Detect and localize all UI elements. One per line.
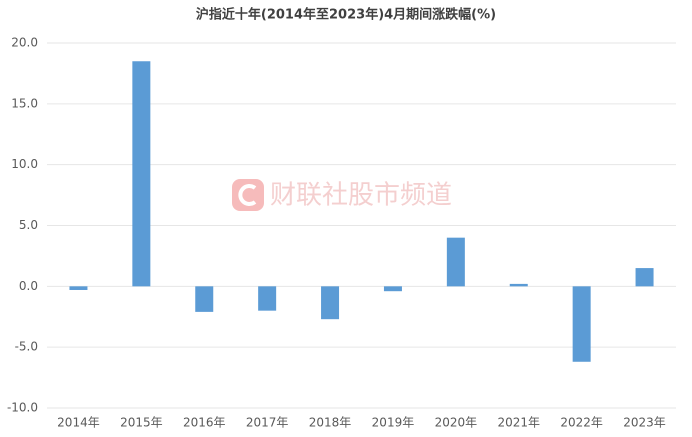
bar [383,286,402,292]
watermark: 财联社股市频道 [270,181,452,211]
x-tick-label: 2021年 [497,416,540,430]
x-tick-label: 2023年 [623,416,666,430]
x-tick-label: 2017年 [246,416,289,430]
x-tick-label: 2020年 [435,416,478,430]
bar [195,286,214,312]
bar [446,237,465,287]
bar [258,286,277,311]
bar [635,268,654,287]
y-tick-label: 0.0 [19,279,38,293]
y-tick-label: 20.0 [11,36,38,50]
bar [321,286,340,320]
x-tick-label: 2015年 [120,416,163,430]
bar [132,61,151,287]
y-tick-label: 15.0 [11,96,38,110]
x-tick-label: 2018年 [309,416,352,430]
bar [572,286,591,362]
bar [509,283,528,287]
bar [69,286,88,290]
y-tick-label: -5.0 [15,340,38,354]
y-tick-label: 5.0 [19,218,38,232]
x-tick-label: 2019年 [372,416,415,430]
y-tick-label: -10.0 [7,401,38,415]
x-tick-label: 2014年 [57,416,100,430]
watermark-icon [232,179,264,211]
x-tick-label: 2016年 [183,416,226,430]
chart-title: 沪指近十年(2014年至2023年)4月期间涨跌幅(%) [196,7,496,23]
x-tick-label: 2022年 [560,416,603,430]
y-tick-label: 10.0 [11,157,38,171]
